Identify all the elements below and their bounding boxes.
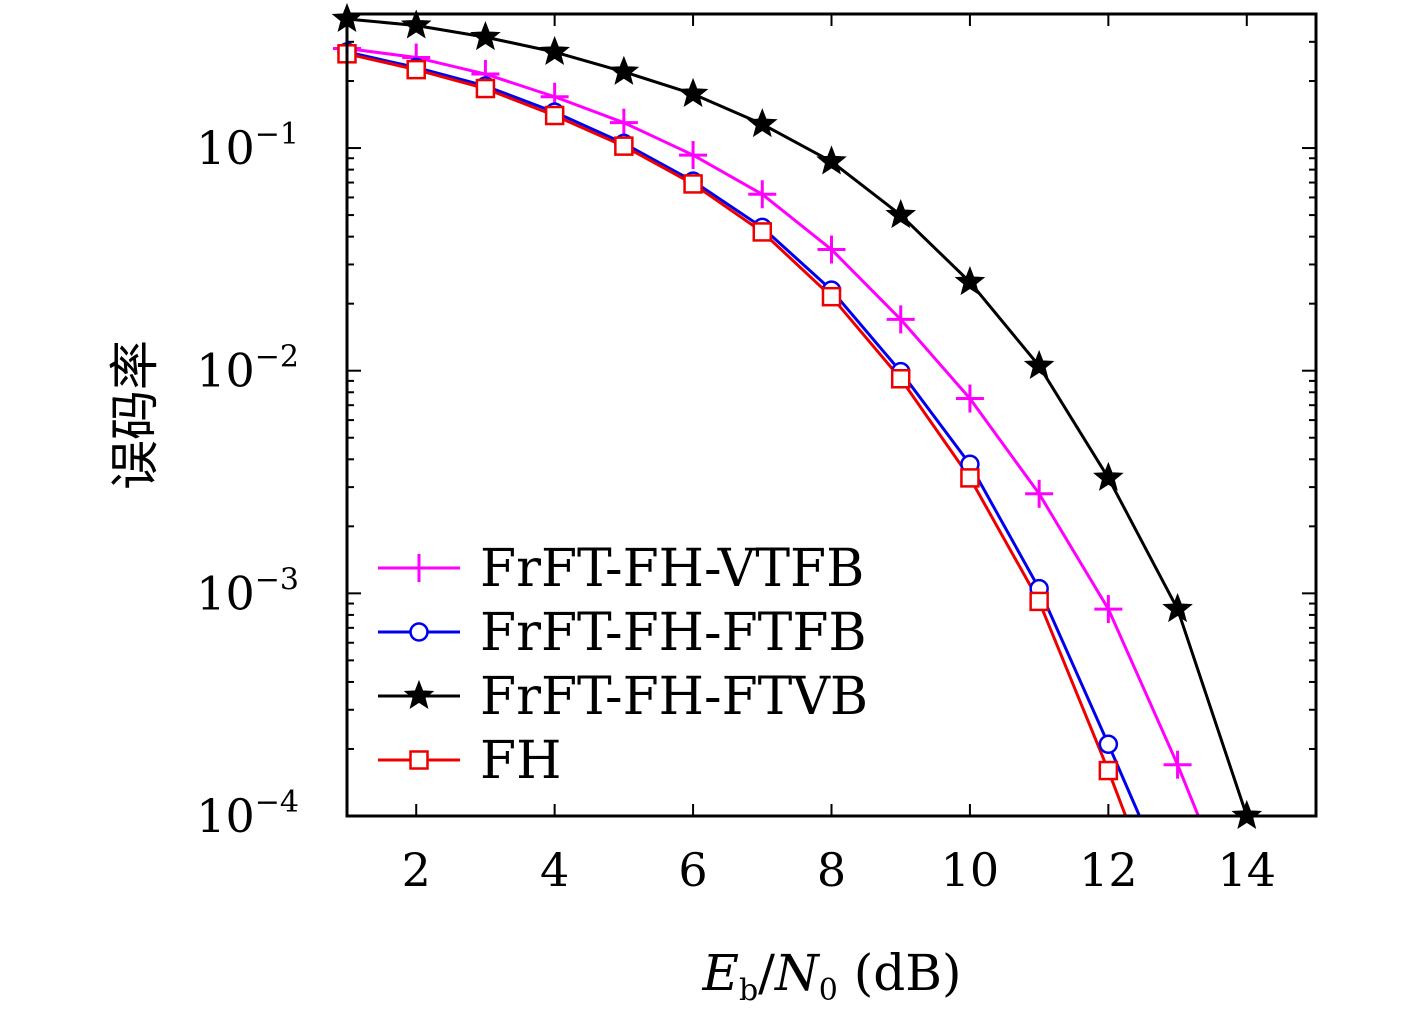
series-0-point [679,141,708,170]
x-tick-labels: 2 4 6 8 10 12 14 [402,843,1276,897]
series-0-point [1025,479,1054,508]
y-tick-label: 10−3 [196,562,299,620]
series-1-point [1098,734,1119,755]
y-tick-exp: −3 [255,562,299,597]
legend-entry: FH [378,731,561,791]
legend-label: FrFT-FH-FTFB [480,603,867,663]
y-tick-label: 10−4 [196,785,299,843]
series-2-point [816,145,847,175]
series-3-point [614,136,634,156]
series-3-point [406,59,426,80]
series-2-point [954,266,986,296]
series-2-point [885,198,917,229]
series-2-point [1162,592,1193,623]
y-tick-label: 10−1 [196,117,299,175]
series-line-0 [346,47,1200,817]
series-2-point [1093,461,1124,491]
x-tick-label: 4 [540,843,569,897]
legend-swatch-marker [409,622,429,642]
x-tick-label: 12 [1079,843,1138,897]
legend-swatch-marker [405,554,433,582]
x-axis-title-n-sub: 0 [819,973,838,1008]
y-tick-exp: −1 [255,117,299,152]
series-line-2 [346,17,1249,817]
x-tick-label: 2 [402,843,431,897]
series-2-point [539,35,570,66]
legend-entry: FrFT-FH-FTVB [378,667,868,727]
series-3-point [1098,760,1119,781]
series-3-point [1029,591,1049,612]
x-axis-title-sep: / [758,944,775,1002]
x-axis-title-e-sub: b [739,973,758,1008]
y-tick-label: 10−2 [196,340,299,398]
series-3-point [752,222,773,242]
series-2-point [746,108,778,138]
y-tick-base: 10 [196,121,255,175]
series-2-point [400,9,432,39]
y-tick-base: 10 [196,344,255,398]
x-tick-label: 10 [941,843,1000,897]
series-0-point [817,235,846,264]
x-axis-title-unit: (dB) [838,944,962,1002]
y-tick-base: 10 [196,566,255,620]
x-axis-title: Eb/N0 (dB) [701,944,961,1008]
series-2-point [470,21,501,51]
series-markers [331,2,1263,830]
series-3-point [821,286,842,307]
legend-entry: FrFT-FH-FTFB [378,603,867,663]
y-axis-title: 误码率 [106,340,164,490]
x-tick-label: 6 [678,843,707,897]
series-2-point [1023,349,1055,379]
y-tick-exp: −2 [255,340,299,375]
y-tick-exp: −4 [255,785,299,820]
series-2-point [677,77,709,107]
x-axis-title-e: E [701,944,739,1002]
series-0-point [955,384,984,413]
x-tick-label: 8 [817,843,846,897]
series-0-point [1094,595,1123,624]
series-0-point [748,180,777,209]
legend-label: FrFT-FH-VTFB [480,539,864,599]
series-0-point [886,305,915,334]
x-axis-title-n: N [774,944,821,1002]
x-tick-label: 14 [1218,843,1277,897]
series-3-point [544,105,565,126]
legend-label: FH [480,731,561,791]
legend-swatch-marker [403,679,435,710]
series-3-point [890,369,911,389]
series-3-point [960,468,980,488]
series-2-point [608,55,640,85]
y-tick-labels: 10−110−210−310−4 [196,117,299,843]
y-tick-base: 10 [196,789,255,843]
series-3-point [475,78,496,99]
legend-swatch-marker [409,750,429,770]
series-3-point [683,174,703,194]
series-0-point [1163,750,1192,779]
series-0-point [609,108,638,137]
legend-entry: FrFT-FH-VTFB [378,539,864,599]
plot-frame [345,12,1318,818]
legend-label: FrFT-FH-FTVB [480,667,868,727]
